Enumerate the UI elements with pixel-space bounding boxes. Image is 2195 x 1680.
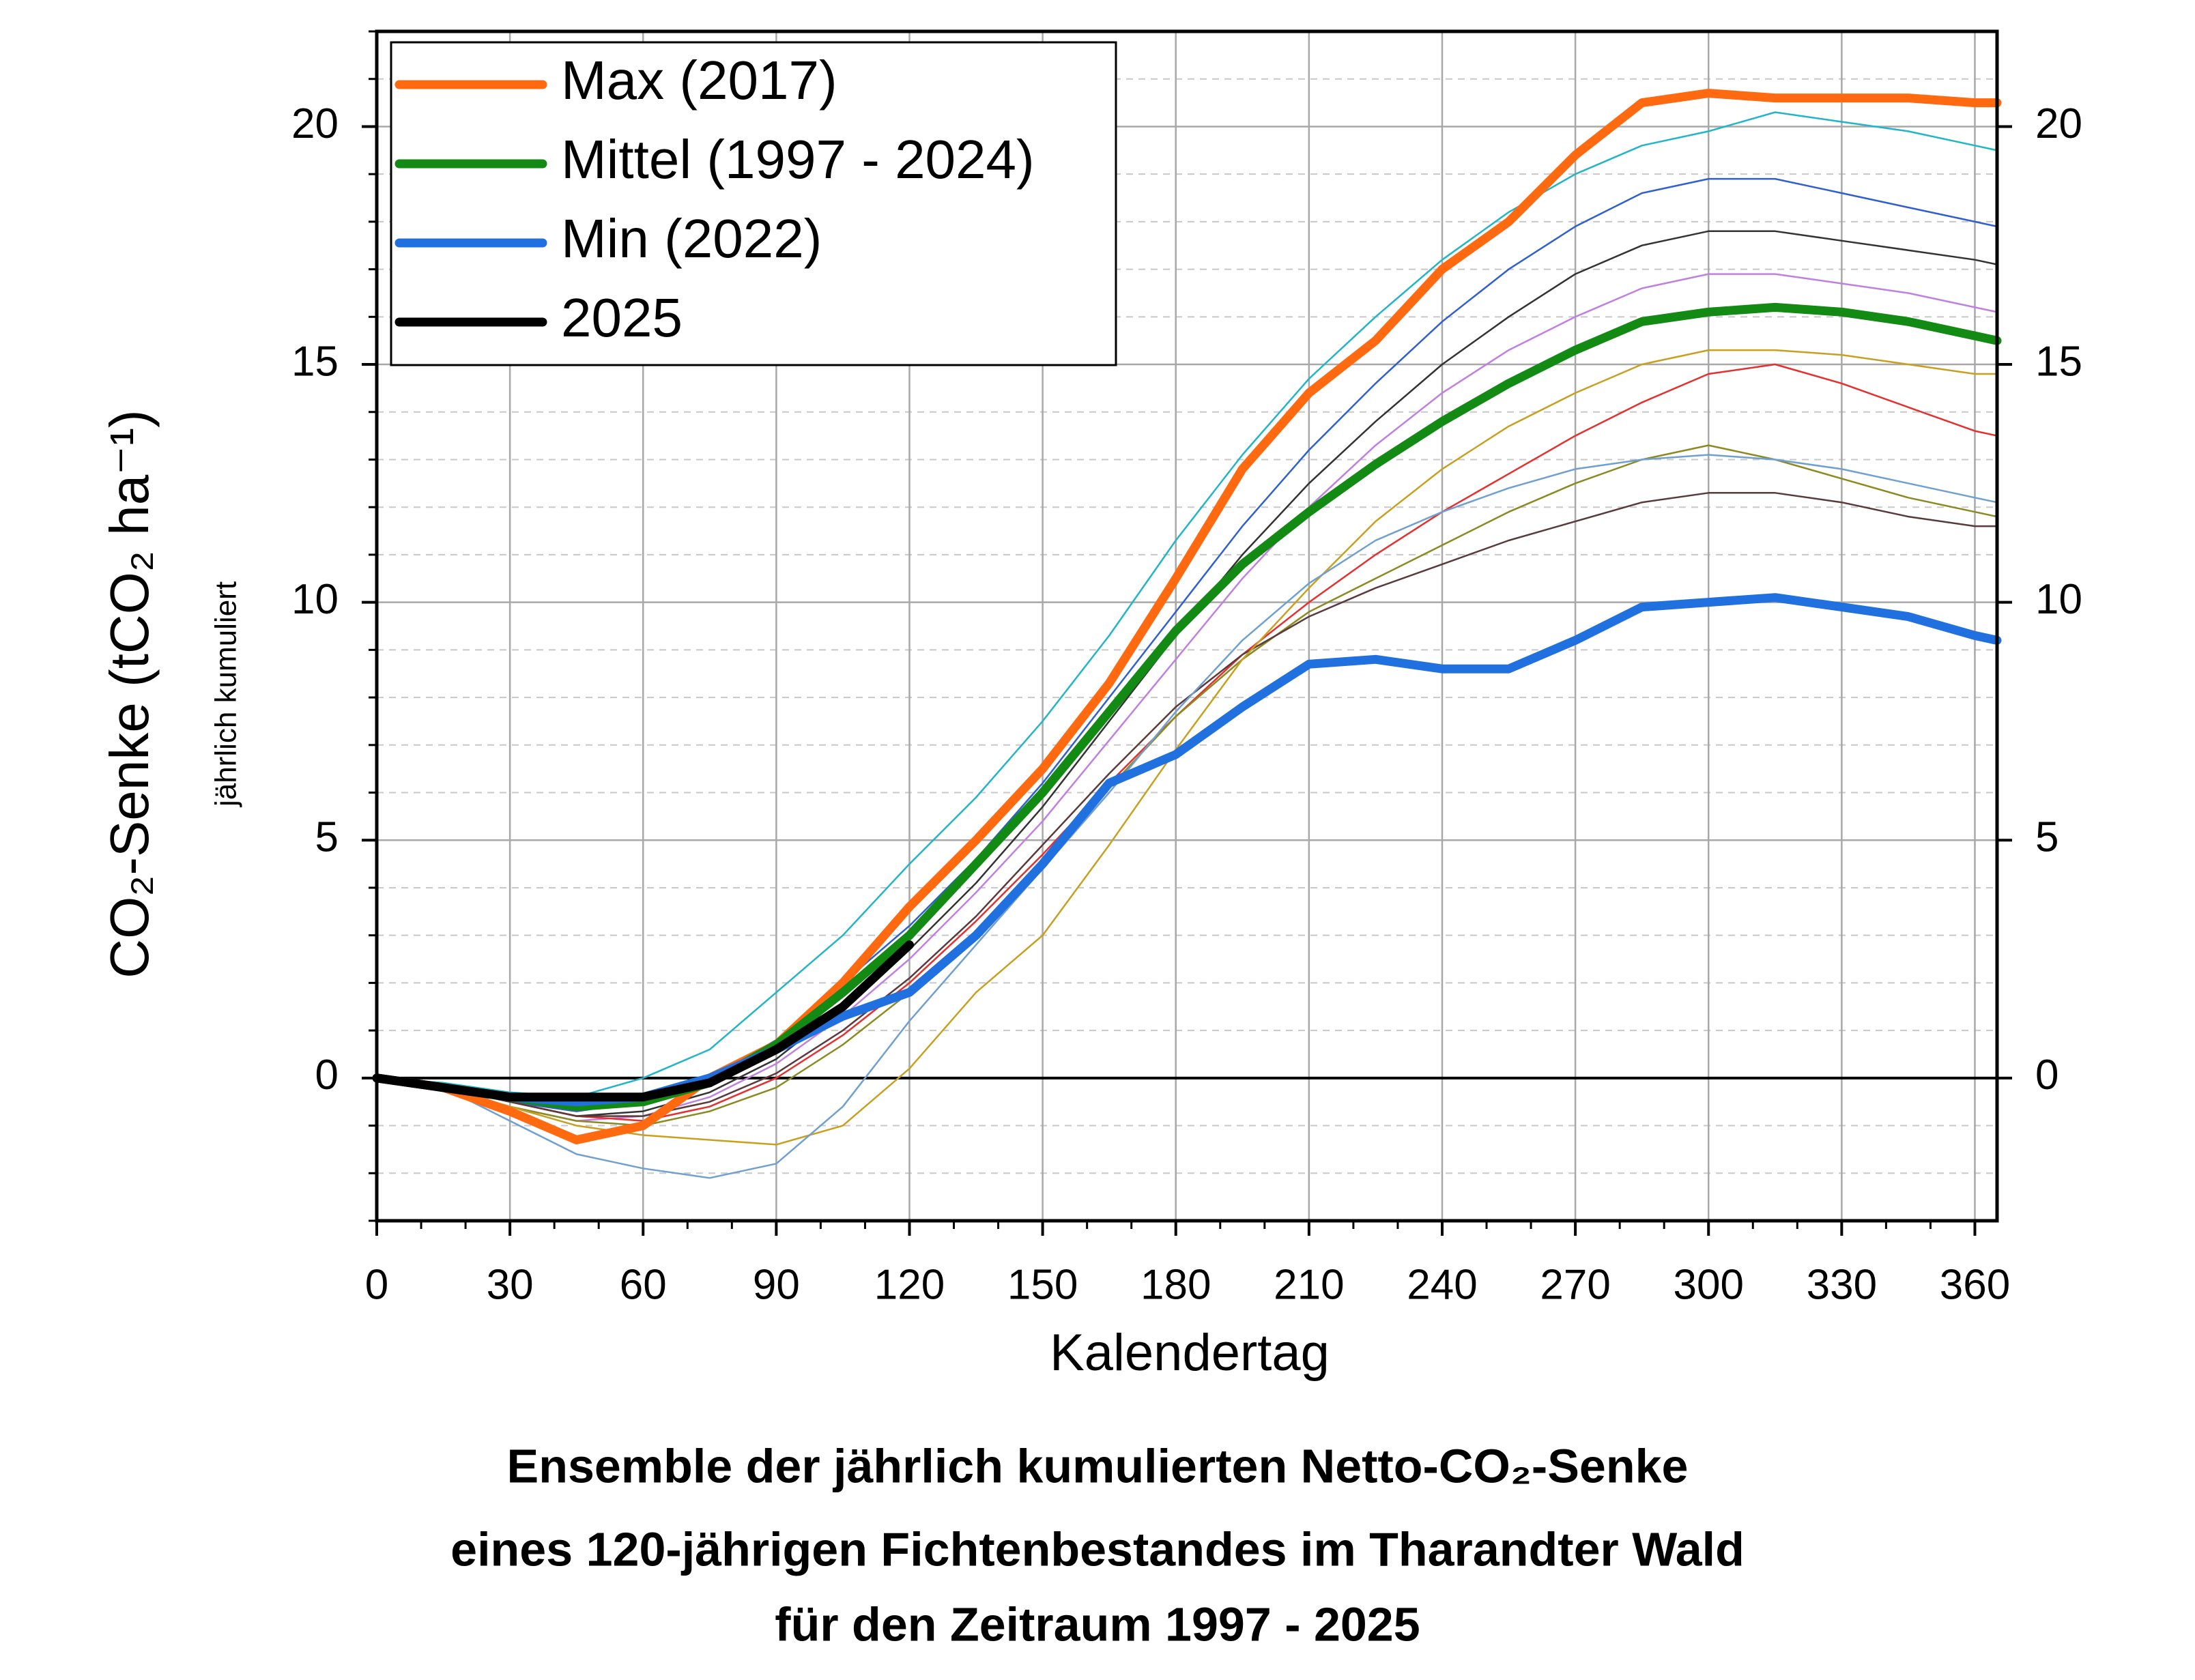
x-tick-label: 270 [1540,1261,1610,1308]
axes: 0 30 60 90 120 150 180 210 240 270 300 330 360051015… [291,29,2082,1308]
x-tick-label: 150 [1007,1261,1078,1308]
x-tick-label: 330 [1807,1261,1877,1308]
y-tick-label: 0 [315,1052,339,1099]
ensemble-line [375,444,1998,1127]
x-tick-label: 210 [1274,1261,1344,1308]
main-line [372,89,2002,1144]
y-tick-label: 10 [291,576,339,623]
main-line [372,940,914,1102]
y-axis-title: CO₂-Senke (tCO₂ ha⁻¹) [99,409,160,978]
ensemble-line [375,111,1998,1098]
y-axis-note: jährlich kumuliert [210,581,243,808]
legend: Max (2017) Mittel (1997 - 2024) Min (2022)… [390,41,1117,366]
ensemble-line [375,349,1998,1146]
x-tick-label: 0 [365,1261,388,1308]
x-axis-title: Kalendertag [1050,1324,1330,1382]
y2-tick-label: 0 [2035,1052,2058,1099]
x-tick-label: 60 [620,1261,667,1308]
legend-box [390,41,1117,366]
x-tick-label: 180 [1140,1261,1211,1308]
x-tick-label: 30 [487,1261,534,1308]
main-line [372,593,2002,1107]
y2-tick-label: 15 [2035,338,2082,385]
y-tick-label: 15 [291,338,339,385]
legend-label: Max (2017) [561,50,837,111]
y2-tick-label: 5 [2035,814,2058,861]
y-tick-label: 5 [315,814,339,861]
x-tick-label: 120 [874,1261,945,1308]
legend-label: Mittel (1997 - 2024) [561,129,1035,190]
chart-title: für den Zeitraum 1997 - 2025 [775,1597,1420,1651]
x-tick-label: 90 [753,1261,800,1308]
legend-label: Min (2022) [561,208,822,269]
chart-title: eines 120-jährigen Fichtenbestandes im T… [450,1522,1745,1576]
legend-label: 2025 [561,287,683,348]
lines [372,89,2002,1179]
y2-tick-label: 10 [2035,576,2082,623]
plot-frame [375,29,1999,1223]
x-tick-label: 360 [1940,1261,2010,1308]
x-tick-label: 240 [1407,1261,1477,1308]
ensemble-line [375,492,1998,1117]
chart-title: Ensemble der jährlich kumulierten Netto-… [507,1439,1689,1492]
y-tick-label: 20 [291,100,339,147]
x-tick-label: 300 [1674,1261,1744,1308]
ensemble-line [375,454,1998,1179]
y2-tick-label: 20 [2035,100,2082,147]
